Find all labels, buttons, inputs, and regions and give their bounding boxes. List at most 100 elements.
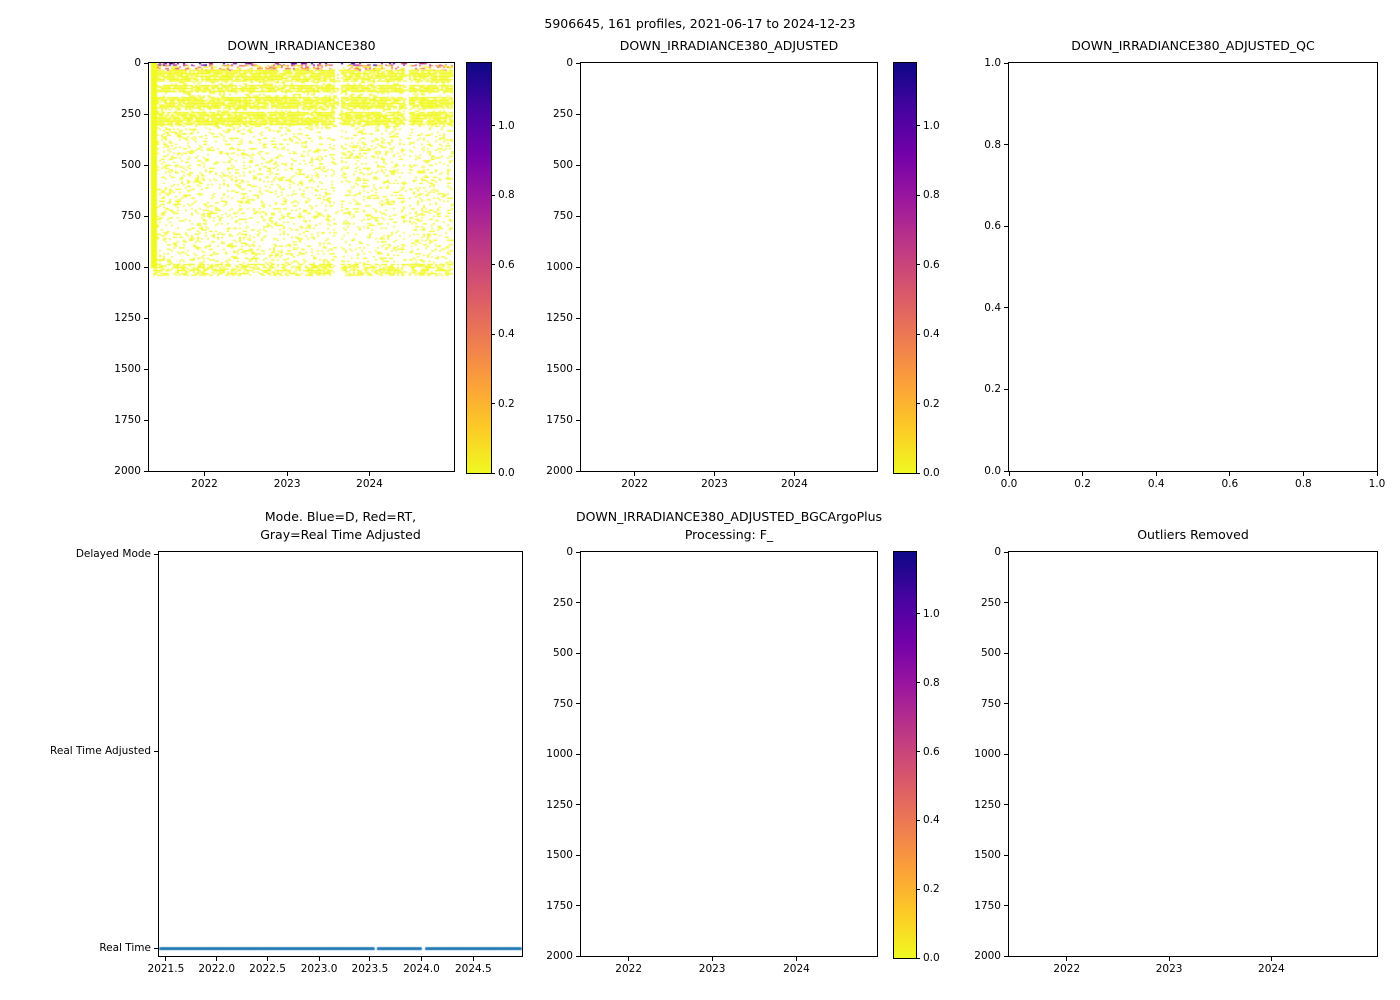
y-tick-mark — [576, 317, 580, 319]
x-tick-label: 2024.5 — [454, 963, 492, 975]
y-tick-label: 2000 — [974, 949, 1001, 962]
y-tick-mark — [1004, 602, 1008, 603]
y-tick-label: 0.6 — [984, 219, 1001, 232]
x-tick-mark — [1302, 472, 1304, 476]
x-tick-label: 2023 — [273, 478, 301, 490]
colorbar-tick-label: 0.6 — [923, 745, 940, 758]
y-tick-mark — [1004, 307, 1008, 309]
colorbar-gradient — [467, 63, 491, 473]
y-tick-mark — [576, 419, 580, 421]
colorbar-tick-label: 0.6 — [923, 258, 940, 271]
colorbar-tick-label: 0.8 — [923, 189, 940, 202]
x-tick-mark — [634, 472, 636, 476]
colorbar-tick-mark — [491, 472, 495, 474]
x-tick-mark — [286, 472, 288, 476]
y-tick-label: Real Time — [99, 942, 151, 955]
y-tick-label: 1750 — [546, 899, 573, 912]
y-tick-label: 750 — [120, 209, 141, 222]
y-tick-mark — [144, 266, 148, 268]
x-tick-label: 2021.5 — [147, 963, 185, 975]
colorbar-tick-mark — [916, 403, 920, 404]
figure-title: 5906645, 161 profiles, 2021-06-17 to 202… — [544, 16, 856, 31]
x-tick-mark — [795, 957, 797, 961]
y-tick-label: 250 — [552, 596, 573, 609]
colorbar-tick-mark — [916, 957, 920, 959]
y-tick-label: 1500 — [546, 848, 573, 861]
y-tick-label: 1.0 — [984, 56, 1001, 69]
x-tick-mark — [628, 957, 630, 961]
y-tick-mark — [576, 703, 580, 704]
colorbar-down-irradiance380-adjusted: 1.0 0.8 0.6 0.4 0.2 0.0 — [893, 62, 940, 479]
y-tick-mark — [576, 753, 580, 755]
colorbar-tick-label: 0.2 — [923, 397, 940, 410]
y-tick-label: 1000 — [114, 260, 141, 273]
y-tick-label: 500 — [552, 646, 573, 659]
x-tick-label: 2023 — [701, 478, 728, 490]
y-tick-mark — [576, 266, 580, 268]
y-tick-mark — [576, 652, 580, 654]
y-tick-mark — [576, 804, 580, 805]
y-tick-mark — [144, 419, 148, 421]
plot-title-bgcargoplus-processing: DOWN_IRRADIANCE380_ADJUSTED_BGCArgoPlus … — [575, 508, 883, 543]
y-tick-label: 0 — [134, 56, 141, 69]
y-tick-mark — [1004, 905, 1008, 906]
y-tick-label: Delayed Mode — [75, 547, 151, 560]
x-tick-label: 2024 — [1258, 963, 1285, 975]
y-tick-label: 500 — [980, 646, 1001, 659]
colorbar-tick-label: 0.2 — [923, 883, 940, 896]
y-tick-label: 1750 — [114, 413, 141, 426]
colorbar-tick-mark — [916, 125, 920, 127]
colorbar-tick-mark — [916, 613, 920, 615]
colorbar-tick-label: 0.4 — [498, 328, 515, 340]
y-tick-mark — [154, 750, 158, 752]
x-tick-label: 2024 — [356, 478, 383, 490]
y-tick-mark — [576, 955, 580, 957]
colorbar-tick-label: 0.8 — [923, 676, 940, 689]
plot-down-irradiance380-adjusted: DOWN_IRRADIANCE380_ADJUSTED 0 250 500 750 10… — [546, 38, 878, 490]
colorbar-tick-label: 0.8 — [498, 189, 515, 202]
y-tick-label: 1250 — [114, 311, 141, 324]
colorbar-tick-mark — [491, 194, 495, 196]
x-tick-mark — [420, 957, 422, 961]
y-tick-mark — [144, 317, 148, 319]
y-tick-label: 2000 — [546, 464, 573, 477]
colorbar-tick-label: 0.0 — [498, 467, 515, 479]
y-tick-mark — [576, 113, 580, 115]
x-tick-mark — [165, 957, 167, 961]
plot-title-down-irradiance380-adjusted-qc: DOWN_IRRADIANCE380_ADJUSTED_QC — [1071, 38, 1315, 54]
colorbar-tick-mark — [916, 472, 920, 474]
y-tick-label: 1500 — [974, 848, 1001, 861]
colorbar-tick-mark — [916, 888, 920, 890]
axes-mode: Delayed Mode Real Time Adjusted Real Time 2… — [50, 548, 523, 975]
y-tick-label: 500 — [552, 158, 573, 171]
x-tick-label: 0.2 — [1074, 478, 1091, 490]
x-tick-mark — [369, 957, 371, 961]
axes-bgcargoplus-processing: 0 250 500 750 1000 1250 1500 1750 2000 2022 2023 20… — [546, 546, 878, 975]
y-tick-mark — [144, 62, 148, 64]
y-tick-mark — [576, 368, 580, 370]
x-tick-mark — [1066, 957, 1068, 961]
x-tick-label: 0.8 — [1295, 478, 1312, 490]
y-tick-label: 2000 — [114, 464, 141, 477]
colorbar-tick-mark — [916, 751, 920, 753]
colorbar-down-irradiance380: 1.0 0.8 0.6 0.4 0.2 0.0 — [466, 62, 515, 479]
y-tick-label: 750 — [552, 209, 573, 222]
x-tick-label: 2023.0 — [300, 963, 338, 975]
x-tick-label: 2024 — [783, 963, 810, 975]
x-tick-mark — [713, 472, 715, 476]
y-tick-mark — [144, 470, 148, 472]
y-tick-mark — [144, 113, 148, 115]
x-tick-mark — [793, 472, 795, 476]
y-tick-label: 0.4 — [984, 301, 1001, 314]
y-tick-label: 250 — [552, 107, 573, 120]
y-tick-label: 1250 — [546, 311, 573, 324]
heatmap-canvas-down-irradiance380 — [149, 63, 454, 471]
x-tick-label: 0.0 — [1000, 478, 1018, 490]
y-tick-mark — [576, 905, 580, 906]
colorbar-tick-mark — [491, 333, 495, 335]
y-tick-label: 1750 — [974, 899, 1001, 912]
y-tick-mark — [576, 602, 580, 603]
y-tick-mark — [154, 947, 158, 949]
x-tick-label: 0.4 — [1147, 478, 1165, 490]
x-tick-label: 2022.5 — [249, 963, 286, 975]
